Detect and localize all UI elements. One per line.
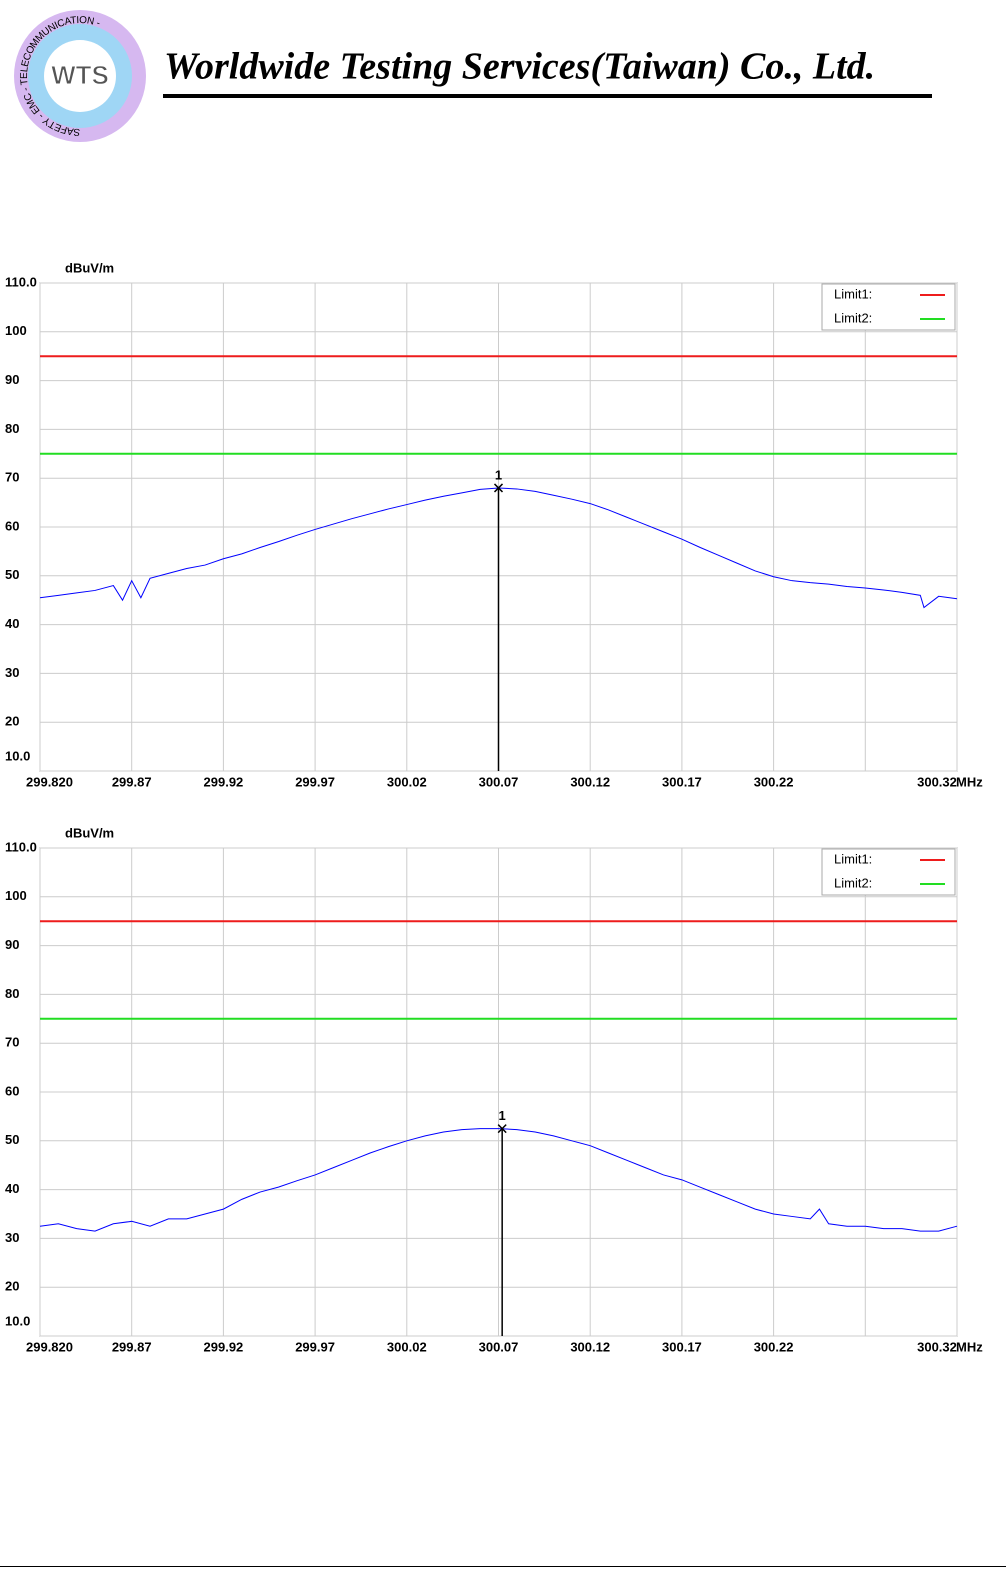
y-tick-label: 60 [5, 1083, 19, 1098]
y-tick-label: 60 [5, 518, 19, 533]
x-tick-label: 299.87 [112, 774, 152, 789]
x-tick-label: 300.12 [570, 774, 610, 789]
header: SAFETY - EMC - TELECOMMUNICATION - WTS W… [14, 10, 932, 142]
chart: 10.0 20 30 40 50 60 70 80 90 100 110.0 299.820 299.8… [5, 260, 983, 789]
y-tick-label: 100 [5, 323, 27, 338]
x-tick-label: 299.97 [295, 1339, 335, 1354]
chart: 10.0 20 30 40 50 60 70 80 90 100 110.0 299.820 299.8… [5, 825, 983, 1354]
x-tick-label: 300.12 [570, 1339, 610, 1354]
y-tick-label: 90 [5, 372, 19, 387]
x-tick-label: 300.17 [662, 1339, 702, 1354]
trace [39, 1128, 958, 1232]
x-tick-label: 300.32 [917, 1339, 957, 1354]
legend [821, 848, 956, 896]
x-tick-label: 300.07 [479, 774, 519, 789]
x-unit: MHz [956, 774, 983, 789]
y-tick-label: 110.0 [5, 839, 37, 854]
x-unit: MHz [956, 1339, 983, 1354]
y-tick-label: 30 [5, 665, 19, 680]
marker-label: 1 [499, 1108, 506, 1123]
y-tick-label: 80 [5, 421, 19, 436]
marker-cross [497, 1124, 507, 1134]
marker-label: 1 [495, 467, 502, 482]
x-tick-label: 299.97 [295, 774, 335, 789]
y-unit: dBuV/m [65, 260, 114, 275]
x-tick-label: 300.32 [917, 774, 957, 789]
logo-center [44, 40, 116, 112]
footer-rule [0, 1566, 1006, 1567]
y-tick-label: 70 [5, 470, 19, 485]
x-tick-label: 300.22 [754, 1339, 794, 1354]
y-tick-label: 40 [5, 1181, 19, 1196]
legend-label: Limit1: [834, 851, 872, 866]
x-tick-label: 300.02 [387, 1339, 427, 1354]
y-tick-label: 30 [5, 1230, 19, 1245]
y-unit: dBuV/m [65, 825, 114, 840]
company-name: Worldwide Testing Services(Taiwan) Co., … [164, 46, 875, 88]
x-tick-label: 300.07 [479, 1339, 519, 1354]
legend-label: Limit1: [834, 286, 872, 301]
y-tick-label: 40 [5, 616, 19, 631]
y-tick-label: 20 [5, 714, 19, 729]
logo-text: WTS [51, 60, 109, 90]
y-tick-label: 90 [5, 937, 19, 952]
x-tick-label: 300.02 [387, 774, 427, 789]
y-tick-label: 50 [5, 1132, 19, 1147]
y-tick-label: 70 [5, 1035, 19, 1050]
y-tick-label: 100 [5, 888, 27, 903]
y-tick-label: 110.0 [5, 274, 37, 289]
x-tick-label: 299.87 [112, 1339, 152, 1354]
y-tick-label: 20 [5, 1279, 19, 1294]
y-tick-label: 50 [5, 567, 19, 582]
x-tick-label: 299.820 [26, 1339, 73, 1354]
x-tick-label: 299.92 [204, 774, 244, 789]
y-tick-label: 10.0 [5, 748, 30, 763]
y-tick-label: 10.0 [5, 1313, 30, 1328]
trace [39, 487, 958, 609]
y-tick-label: 80 [5, 986, 19, 1001]
legend-label: Limit2: [834, 875, 872, 890]
x-tick-label: 299.92 [204, 1339, 244, 1354]
x-tick-label: 300.17 [662, 774, 702, 789]
x-tick-label: 300.22 [754, 774, 794, 789]
legend-label: Limit2: [834, 310, 872, 325]
marker-cross [493, 483, 504, 493]
x-tick-label: 299.820 [26, 774, 73, 789]
legend [821, 283, 956, 331]
